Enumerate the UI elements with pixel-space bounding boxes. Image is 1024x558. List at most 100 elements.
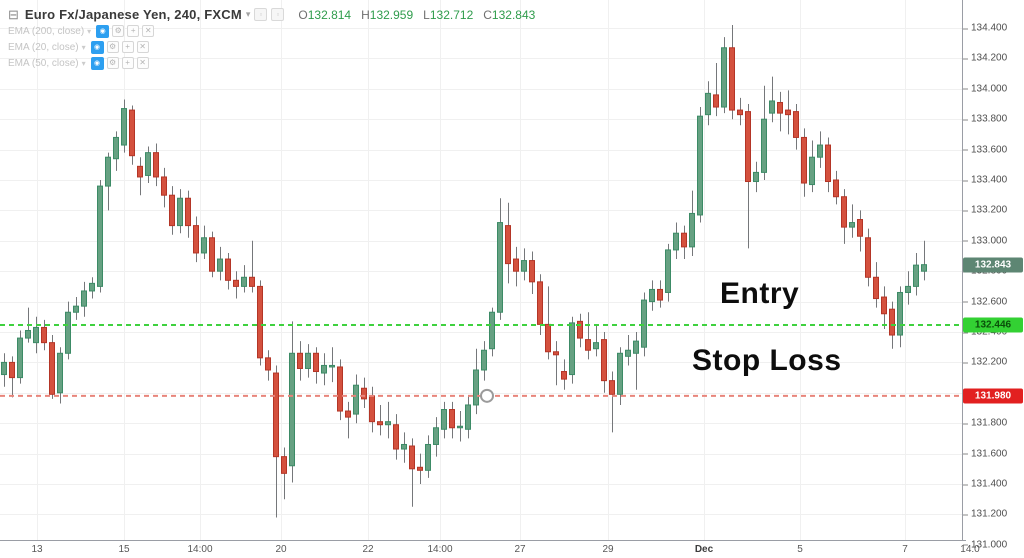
price-tick-label: 133.600 bbox=[962, 144, 1008, 156]
time-tick-label: 7 bbox=[902, 544, 908, 555]
candle bbox=[729, 24, 735, 120]
close-value: 132.843 bbox=[491, 7, 536, 22]
candle bbox=[769, 76, 775, 123]
candle bbox=[569, 316, 575, 384]
candle bbox=[449, 401, 455, 439]
stop-line-handle[interactable] bbox=[480, 388, 494, 403]
high-value: 132.959 bbox=[369, 7, 414, 22]
candle bbox=[777, 91, 783, 132]
candle bbox=[121, 99, 127, 153]
candle bbox=[273, 365, 279, 518]
candle bbox=[865, 228, 871, 287]
close-icon[interactable]: ✕ bbox=[136, 57, 149, 69]
candle bbox=[313, 347, 319, 384]
candle bbox=[633, 332, 639, 390]
candle bbox=[849, 204, 855, 238]
candle bbox=[193, 216, 199, 263]
candle bbox=[249, 240, 255, 293]
candle bbox=[473, 348, 479, 415]
candle bbox=[1, 353, 7, 387]
high-label: H bbox=[361, 7, 370, 22]
gear-icon[interactable]: ⚙ bbox=[106, 57, 119, 69]
indicator-label[interactable]: EMA (50, close) bbox=[8, 57, 79, 69]
candle bbox=[393, 414, 399, 460]
candle bbox=[289, 321, 295, 483]
candle bbox=[353, 374, 359, 424]
collapse-legend-icon[interactable]: ⊟ bbox=[8, 7, 19, 22]
candle bbox=[593, 324, 599, 357]
chart-canvas[interactable] bbox=[0, 0, 962, 540]
candle bbox=[9, 356, 15, 398]
price-tick-label: 132.600 bbox=[962, 296, 1008, 308]
plus-icon[interactable]: + bbox=[121, 57, 134, 69]
candle bbox=[409, 438, 415, 507]
candle bbox=[897, 286, 903, 348]
price-tick-label: 133.000 bbox=[962, 235, 1008, 247]
symbol-dropdown-caret[interactable]: ▾ bbox=[245, 9, 251, 19]
low-value: 132.712 bbox=[429, 7, 474, 22]
candle bbox=[297, 341, 303, 381]
stop-loss-line[interactable] bbox=[0, 388, 962, 403]
candle bbox=[345, 401, 351, 439]
price-tick-label: 133.400 bbox=[962, 174, 1008, 186]
candle bbox=[425, 435, 431, 478]
time-tick-label: 22 bbox=[362, 544, 374, 555]
candle bbox=[457, 411, 463, 442]
price-tick-label: 133.800 bbox=[962, 113, 1008, 125]
eye-icon[interactable]: ◉ bbox=[90, 56, 104, 70]
indicator-label[interactable]: EMA (20, close) bbox=[8, 41, 79, 53]
eye-icon[interactable]: ◉ bbox=[90, 40, 104, 54]
stop-price-box[interactable]: 131.980 bbox=[963, 388, 1023, 404]
symbol-title[interactable]: Euro Fx/Japanese Yen, 240, FXCM bbox=[24, 7, 242, 22]
candle bbox=[225, 252, 231, 290]
candle bbox=[713, 62, 719, 117]
candle bbox=[209, 231, 215, 278]
candle bbox=[825, 137, 831, 193]
indicator-label[interactable]: EMA (200, close) bbox=[8, 25, 85, 37]
candle bbox=[73, 297, 79, 320]
time-tick-label: Dec bbox=[694, 544, 714, 555]
entry-annotation-text[interactable]: Entry bbox=[720, 277, 800, 310]
candle bbox=[265, 350, 271, 381]
candle bbox=[81, 281, 87, 317]
candle bbox=[57, 347, 63, 404]
candle bbox=[89, 277, 95, 299]
candle bbox=[817, 131, 823, 168]
entry-price-box[interactable]: 132.446 bbox=[963, 317, 1023, 333]
candle bbox=[105, 152, 111, 211]
candle bbox=[177, 189, 183, 234]
time-tick-label: 27 bbox=[514, 544, 526, 555]
eye-icon[interactable]: ◉ bbox=[96, 24, 110, 38]
chevron-down-icon[interactable]: ▾ bbox=[81, 42, 86, 52]
stop-loss-annotation-text[interactable]: Stop Loss bbox=[692, 344, 842, 377]
chart-legend: ⊟ Euro Fx/Japanese Yen, 240, FXCM ▾ ▫ ▫ … bbox=[8, 6, 545, 71]
candle bbox=[481, 341, 487, 381]
candle bbox=[721, 37, 727, 114]
candle bbox=[129, 105, 135, 165]
close-icon[interactable]: ✕ bbox=[136, 41, 149, 53]
time-axis-line bbox=[0, 540, 966, 541]
gear-icon[interactable]: ⚙ bbox=[112, 25, 125, 37]
price-tick-label: 131.200 bbox=[962, 508, 1008, 520]
plus-icon[interactable]: + bbox=[127, 25, 140, 37]
candle bbox=[649, 280, 655, 311]
candle bbox=[17, 330, 23, 384]
low-label: L bbox=[423, 7, 430, 22]
candle bbox=[905, 271, 911, 305]
candle bbox=[793, 104, 799, 150]
legend-mini-icon-1[interactable]: ▫ bbox=[254, 8, 268, 21]
last-price-box[interactable]: 132.843 bbox=[963, 257, 1023, 273]
candle bbox=[201, 225, 207, 260]
plus-icon[interactable]: + bbox=[121, 41, 134, 53]
chevron-down-icon[interactable]: ▾ bbox=[81, 58, 86, 68]
close-label: C bbox=[483, 7, 492, 22]
chevron-down-icon[interactable]: ▾ bbox=[87, 26, 92, 36]
open-value: 132.814 bbox=[307, 7, 352, 22]
legend-mini-icon-2[interactable]: ▫ bbox=[271, 8, 285, 21]
candle bbox=[641, 292, 647, 357]
candle bbox=[705, 81, 711, 126]
candle bbox=[401, 432, 407, 463]
candles-layer bbox=[1, 24, 927, 518]
close-icon[interactable]: ✕ bbox=[142, 25, 155, 37]
gear-icon[interactable]: ⚙ bbox=[106, 41, 119, 53]
